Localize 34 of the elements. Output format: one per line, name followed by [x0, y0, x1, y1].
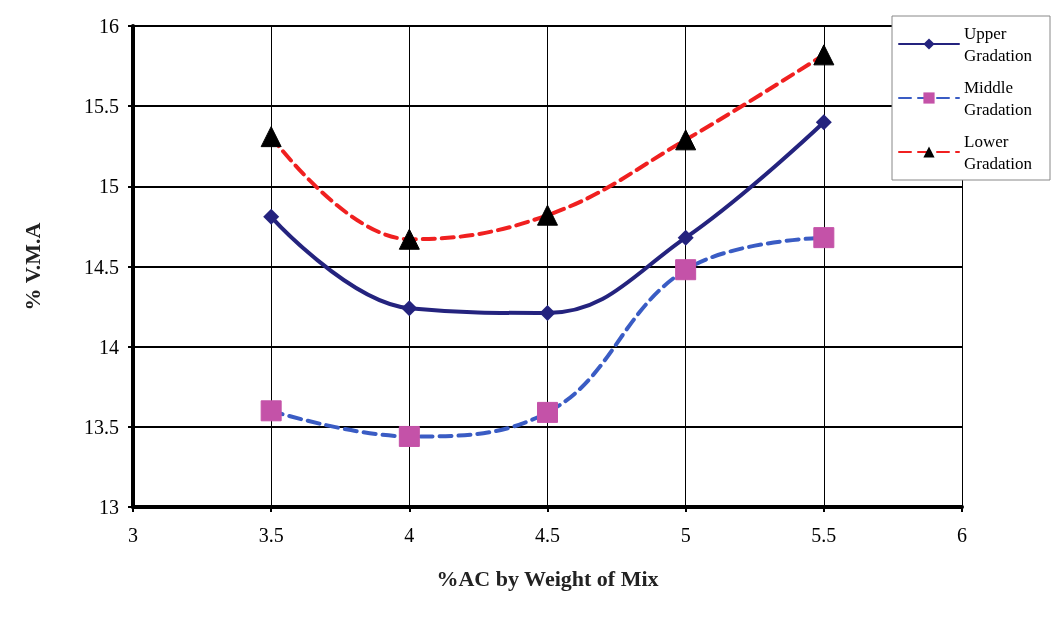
y-tick-label: 15.5 — [84, 95, 119, 118]
x-tick-label: 4 — [404, 524, 415, 546]
y-tick-label: 13.5 — [84, 415, 119, 438]
x-tick-label: 5.5 — [811, 524, 837, 546]
point — [539, 305, 556, 321]
point — [401, 300, 418, 317]
point — [675, 129, 697, 151]
point — [260, 126, 282, 148]
y-tick-label: 13 — [99, 496, 119, 518]
point — [813, 227, 835, 249]
point — [263, 208, 280, 225]
point — [813, 44, 835, 66]
point — [398, 228, 420, 250]
legend-label: Lower Gradation — [964, 131, 1033, 173]
y-axis-title: % V.M.A — [19, 222, 45, 311]
point — [537, 204, 558, 226]
point — [815, 114, 832, 131]
x-tick-label: 4.5 — [535, 524, 560, 546]
x-tick-label: 3.5 — [258, 524, 284, 546]
x-tick-label: 3 — [128, 524, 138, 546]
y-tick-label: 14 — [99, 335, 119, 358]
x-tick-label: 5 — [680, 524, 691, 546]
point — [260, 400, 282, 422]
point — [537, 401, 558, 423]
point — [398, 425, 420, 447]
legend-label: Upper Gradation — [964, 23, 1033, 65]
y-tick-label: 15 — [99, 175, 119, 198]
point — [675, 259, 697, 281]
y-tick-label: 16 — [99, 15, 119, 37]
x-tick-label: 6 — [957, 524, 967, 546]
x-axis-title: %AC by Weight of Mix — [436, 565, 659, 591]
y-tick-label: 14.5 — [84, 255, 119, 278]
legend-label: Middle Gradation — [964, 77, 1033, 119]
point — [677, 229, 694, 246]
